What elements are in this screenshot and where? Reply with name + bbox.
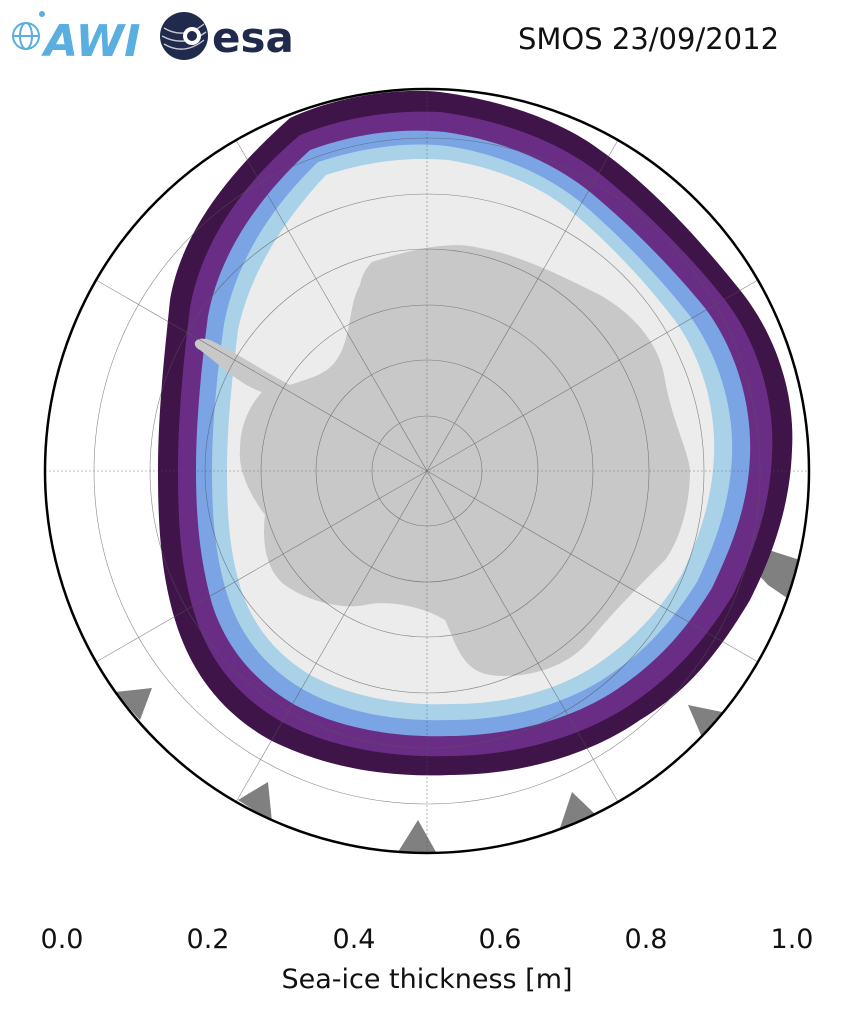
graticule bbox=[45, 89, 809, 853]
awi-logo: AWI bbox=[12, 11, 141, 64]
globe-icon bbox=[12, 22, 40, 50]
esa-logo: esa bbox=[160, 12, 294, 62]
map-title: SMOS 23/09/2012 bbox=[518, 22, 780, 56]
esa-globe-icon bbox=[160, 12, 208, 60]
star-icon bbox=[39, 11, 45, 17]
colorbar-tick-label: 0.8 bbox=[624, 924, 668, 955]
polar-map bbox=[43, 87, 811, 855]
map-boundary bbox=[43, 87, 811, 855]
colorbar-tick-label: 0.6 bbox=[478, 924, 522, 955]
colorbar-tick-label: 0.4 bbox=[332, 924, 376, 955]
colorbar-tick-label: 0.2 bbox=[186, 924, 230, 955]
awi-logo-text: AWI bbox=[41, 16, 141, 64]
colorbar-label: Sea-ice thickness [m] bbox=[281, 964, 573, 995]
colorbar-tick-label: 0.0 bbox=[40, 924, 84, 955]
colorbar-tick-label: 1.0 bbox=[770, 924, 814, 955]
esa-logo-text: esa bbox=[212, 13, 294, 62]
antarctica bbox=[194, 245, 690, 676]
